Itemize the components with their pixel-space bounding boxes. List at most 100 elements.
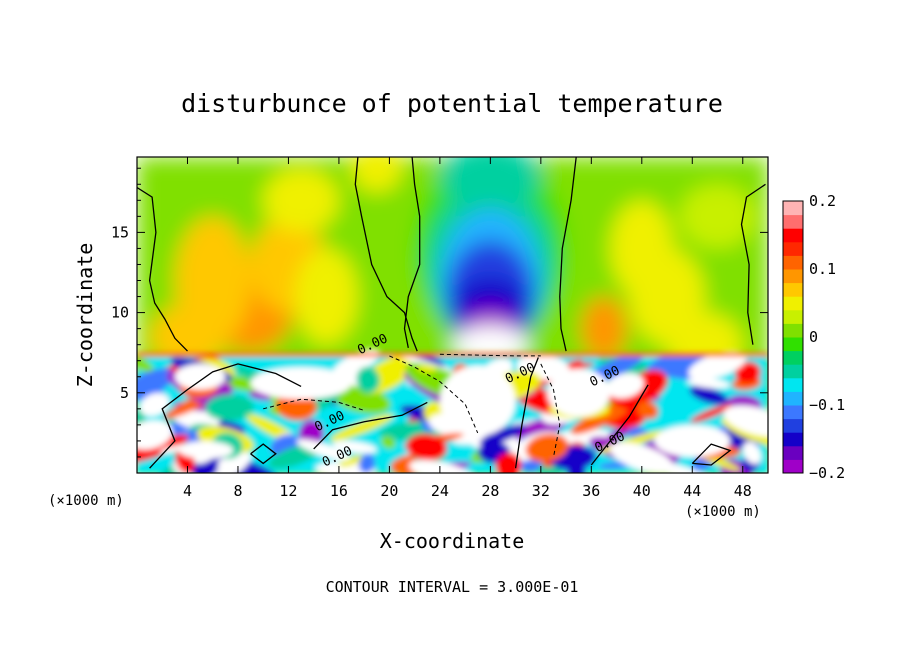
- saturated-patch: [547, 368, 611, 417]
- colorbar-tick-label: 0.1: [809, 260, 836, 278]
- turbulent-eddy: [687, 377, 731, 389]
- colorbar-swatch: [783, 201, 803, 216]
- saturated-patch: [250, 367, 352, 400]
- turbulent-eddy: [409, 459, 474, 473]
- cold-anomaly: [439, 157, 541, 209]
- contour-solid: [149, 363, 302, 469]
- x-tick-label: 4: [183, 482, 192, 500]
- colorbar: 0.2 0.1 0 −0.1 −0.2: [782, 192, 845, 482]
- colorbar-swatch: [783, 377, 803, 392]
- saturated-patch: [174, 363, 226, 390]
- turbulent-eddy: [137, 354, 154, 372]
- turbulent-eddy: [380, 436, 396, 449]
- turbulent-eddy: [330, 414, 394, 442]
- contour-dashed: [540, 363, 561, 458]
- colorbar-swatch: [783, 391, 803, 406]
- turbulent-eddy: [332, 440, 377, 454]
- turbulent-eddy: [567, 460, 586, 473]
- y-tick-label: 10: [111, 304, 129, 322]
- turbulent-eddy: [637, 401, 659, 420]
- x-tick-label: 44: [683, 482, 701, 500]
- chart-title: disturbunce of potential temperature: [181, 89, 723, 118]
- colorbar-swatch: [783, 405, 803, 420]
- turbulent-eddy: [690, 404, 732, 423]
- colorbar-swatch: [783, 459, 803, 474]
- turbulent-eddy: [598, 462, 631, 469]
- turbulent-eddy: [723, 405, 768, 437]
- colorbar-swatch: [783, 418, 803, 433]
- x-axis-label: X-coordinate: [380, 529, 525, 553]
- x-tick-label: 28: [481, 482, 499, 500]
- turbulent-eddy: [735, 361, 761, 384]
- x-unit-right: (×1000 m): [685, 504, 761, 520]
- turbulent-eddy: [339, 455, 364, 468]
- contour-solid: [514, 357, 539, 469]
- turbulent-eddy: [479, 424, 527, 446]
- turbulent-eddy: [137, 420, 173, 450]
- colorbar-swatch: [783, 309, 803, 324]
- x-tick-label: 16: [330, 482, 348, 500]
- x-axis: 4 8 12 16 20 24 28 32 36 40 44 48: [183, 157, 752, 500]
- y-axis-label: Z-coordinate: [73, 243, 97, 388]
- colorbar-swatch: [783, 282, 803, 297]
- colorbar-swatch: [783, 337, 803, 352]
- turbulent-eddy: [177, 441, 234, 459]
- warm-anomaly: [679, 184, 756, 249]
- colorbar-tick-label: 0: [809, 328, 818, 346]
- colorbar-swatch: [783, 364, 803, 379]
- contour-solid: [250, 443, 277, 465]
- turbulent-eddy: [495, 452, 522, 473]
- warm-anomaly: [263, 168, 339, 233]
- lower-field: [137, 348, 768, 473]
- contour-solid: [137, 186, 188, 352]
- contour-solid: [740, 183, 766, 345]
- colorbar-swatch: [783, 255, 803, 270]
- turbulent-eddy: [525, 433, 569, 463]
- turbulent-eddy: [689, 386, 728, 405]
- colorbar-swatch: [783, 350, 803, 365]
- turbulent-eddy: [139, 392, 170, 417]
- contour-solid: [313, 401, 428, 450]
- colorbar-swatch: [783, 214, 803, 229]
- contour-interval: CONTOUR INTERVAL = 3.000E-01: [326, 578, 579, 596]
- x-unit-left: (×1000 m): [48, 493, 124, 509]
- colorbar-frame: [782, 200, 804, 474]
- contour-dashed: [263, 398, 365, 411]
- inversion-band: [137, 352, 768, 357]
- contour-solid: [691, 443, 732, 466]
- turbulent-eddy: [205, 394, 254, 421]
- turbulent-eddy: [356, 366, 380, 393]
- warm-anomaly: [351, 157, 403, 193]
- x-tick-label: 36: [582, 482, 600, 500]
- colorbar-swatch: [783, 269, 803, 284]
- turbulent-eddy: [606, 373, 644, 399]
- contour-solid: [559, 157, 577, 352]
- colorbar-tick-label: −0.2: [809, 464, 845, 482]
- y-axis: 5 10 15: [111, 167, 768, 458]
- x-tick-label: 24: [431, 482, 449, 500]
- x-tick-label: 8: [233, 482, 242, 500]
- saturated-patch: [439, 365, 516, 437]
- turbulent-eddy: [217, 382, 234, 396]
- saturated-patch: [654, 424, 731, 457]
- colorbar-swatch: [783, 296, 803, 311]
- turbulent-eddy: [358, 453, 376, 473]
- turbulent-eddy: [417, 365, 437, 373]
- plot-frame: [136, 156, 769, 474]
- y-tick-label: 15: [111, 223, 129, 241]
- turbulent-eddy: [688, 351, 747, 380]
- colorbar-swatch: [783, 445, 803, 460]
- turbulent-eddy: [296, 439, 351, 461]
- turbulent-eddy: [406, 433, 448, 461]
- x-tick-label: 32: [532, 482, 550, 500]
- warm-anomaly: [581, 296, 627, 361]
- colorbar-swatch: [783, 241, 803, 256]
- x-tick-label: 48: [734, 482, 752, 500]
- colorbar-tick-label: 0.2: [809, 192, 836, 210]
- turbulent-eddy: [742, 441, 762, 465]
- contour-solid: [354, 157, 418, 352]
- contour-solid: [403, 157, 421, 349]
- contour-dashed: [439, 353, 541, 357]
